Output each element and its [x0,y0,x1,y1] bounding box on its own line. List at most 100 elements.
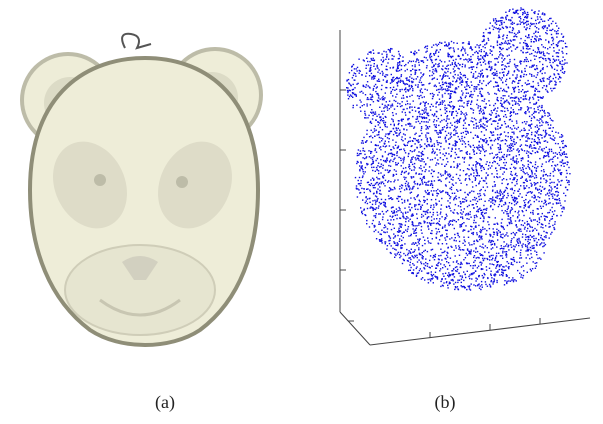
cloud-point [557,195,558,196]
cloud-point [525,144,526,145]
cloud-point [485,284,486,285]
cloud-point [518,86,519,87]
cloud-point [500,20,501,21]
cloud-point [518,239,519,240]
cloud-point [506,66,507,67]
cloud-point [436,70,437,71]
cloud-point [503,116,504,117]
eye-right [176,176,188,188]
cloud-point [462,286,463,287]
cloud-point [421,278,422,279]
cloud-point [539,222,540,223]
cloud-point [557,154,558,155]
cloud-point [409,111,410,112]
cloud-point [412,187,413,188]
cloud-point [460,183,461,184]
cloud-point [442,285,443,286]
cloud-point [438,89,439,90]
cloud-point [495,257,496,258]
cloud-point [550,65,551,66]
cloud-point [511,264,512,265]
cloud-point [435,276,436,277]
cloud-point [527,91,528,92]
cloud-point [404,243,405,244]
cloud-point [474,197,475,198]
cloud-point [408,182,409,183]
cloud-point [379,107,380,108]
cloud-point [457,77,458,78]
cloud-point [440,109,441,110]
cloud-point [560,205,561,206]
cloud-point [533,219,534,220]
cloud-point [513,139,514,140]
cloud-point [380,194,381,195]
cloud-point [478,73,479,74]
cloud-point [497,270,498,271]
cloud-point [377,134,378,135]
cloud-point [506,100,507,101]
cloud-point [411,52,412,53]
cloud-point [541,135,542,136]
cloud-point [532,36,533,37]
cloud-point [379,193,380,194]
cloud-point [551,149,552,150]
cloud-point [467,248,468,249]
cloud-point [461,100,462,101]
cloud-point [370,104,371,105]
cloud-point [483,80,484,81]
cloud-point [458,157,459,158]
cloud-point [382,73,383,74]
cloud-point [420,261,421,262]
cloud-point [514,71,515,72]
cloud-point [414,249,415,250]
cloud-point [451,189,452,190]
cloud-point [490,167,491,168]
cloud-point [423,267,424,268]
cloud-point [531,74,532,75]
cloud-point [420,90,421,91]
cloud-point [544,236,545,237]
cloud-point [535,183,536,184]
cloud-point [375,195,376,196]
cloud-point [419,201,420,202]
cloud-point [490,81,491,82]
cloud-point [525,136,526,137]
cloud-point [525,96,526,97]
cloud-point [352,89,353,90]
cloud-point [514,39,515,40]
cloud-point [384,124,385,125]
cloud-point [482,57,483,58]
cloud-point [402,202,403,203]
cloud-point [448,225,449,226]
cloud-point [522,164,523,165]
cloud-point [473,262,474,263]
cloud-point [533,230,534,231]
cloud-point [541,117,542,118]
cloud-point [554,169,555,170]
cloud-point [482,148,483,149]
cloud-point [427,279,428,280]
cloud-point [484,56,485,57]
cloud-point [549,198,550,199]
cloud-point [472,49,473,50]
cloud-point [457,133,458,134]
cloud-point [414,204,415,205]
cloud-point [542,87,543,88]
cloud-point [495,197,496,198]
cloud-point [560,77,561,78]
cloud-point [361,188,362,189]
cloud-point [491,173,492,174]
cloud-point [505,81,506,82]
cloud-point [492,54,493,55]
cloud-point [477,206,478,207]
cloud-point [378,231,379,232]
cloud-point [425,163,426,164]
cloud-point [452,81,453,82]
cloud-point [371,112,372,113]
cloud-point [478,105,479,106]
cloud-point [540,57,541,58]
cloud-point [410,88,411,89]
cloud-point [441,120,442,121]
cloud-point [398,123,399,124]
cloud-point [532,245,533,246]
